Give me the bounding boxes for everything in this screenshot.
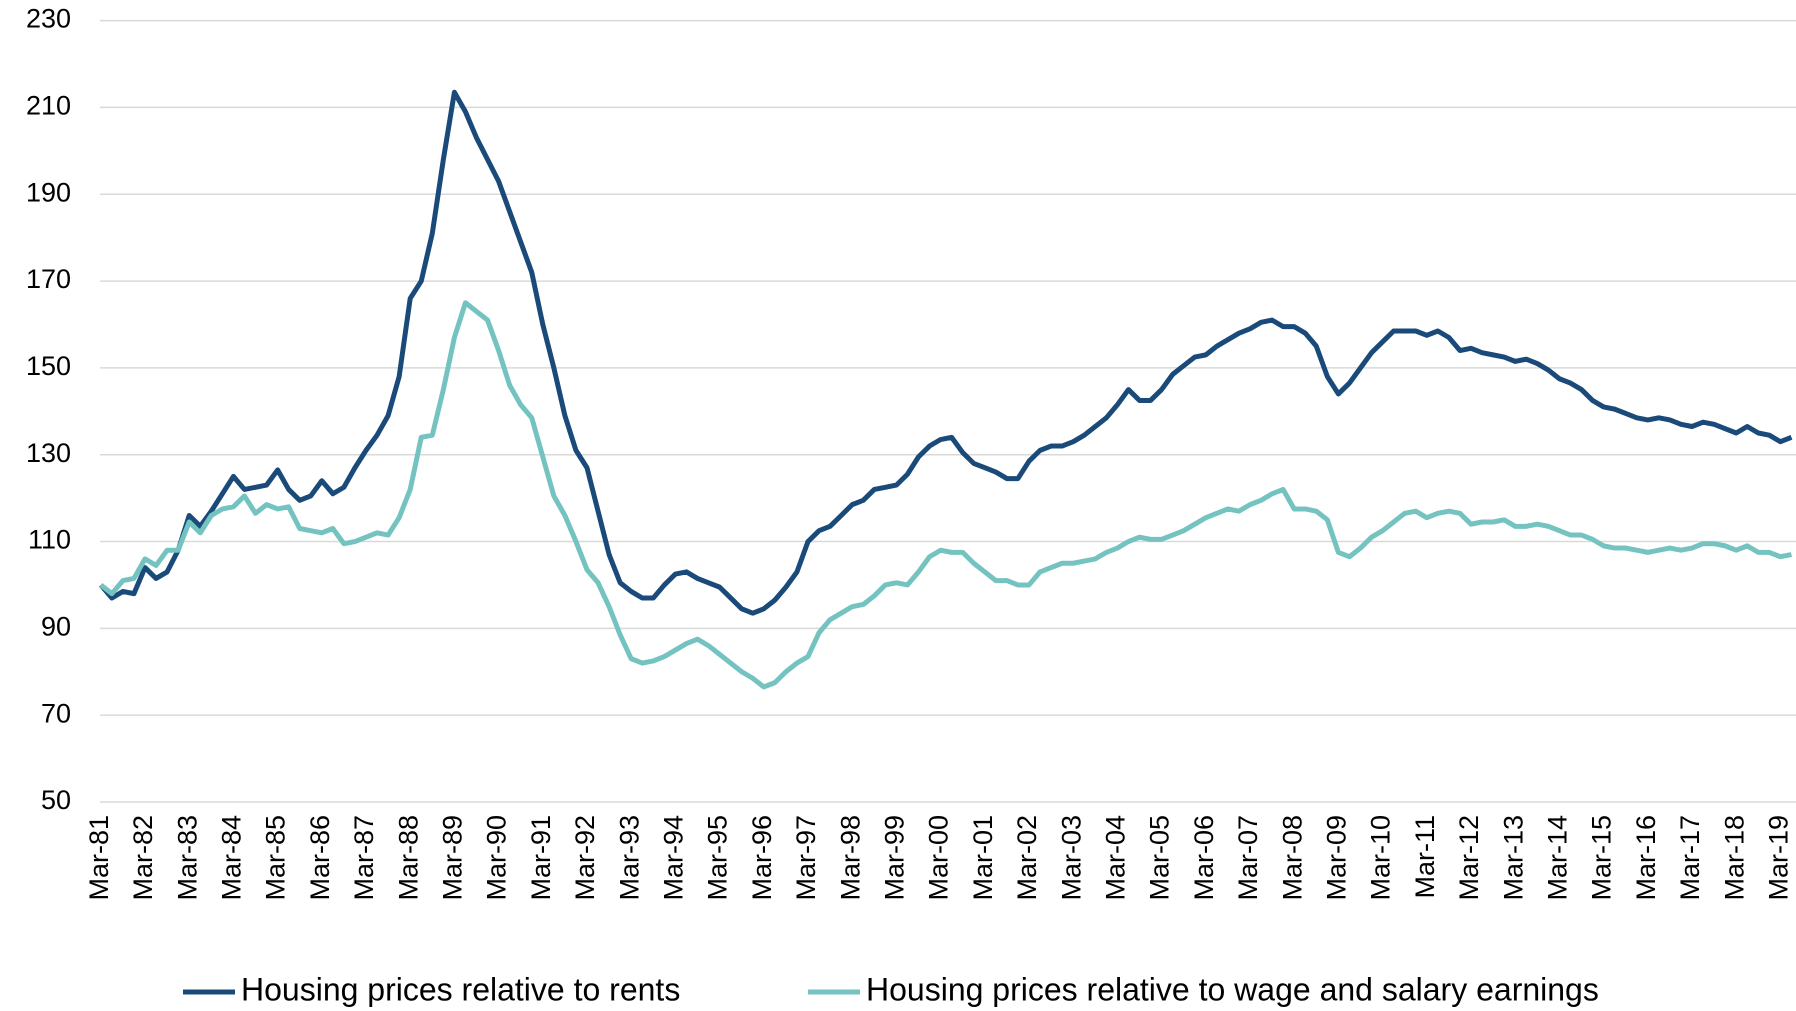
x-tick-label: Mar-00 [924,815,954,901]
x-tick-label: Mar-84 [217,815,247,901]
x-tick-label: Mar-95 [703,815,733,901]
x-tick-label: Mar-94 [659,815,689,901]
x-tick-label: Mar-08 [1277,815,1307,901]
y-tick-label: 90 [41,611,71,641]
x-tick-label: Mar-04 [1101,815,1131,901]
legend: Housing prices relative to rents Housing … [183,971,1599,1007]
x-tick-label: Mar-12 [1454,815,1484,901]
series-line [99,300,1792,690]
x-tick-label: Mar-19 [1764,815,1794,901]
x-tick-label: Mar-89 [438,815,468,901]
x-tick-label: Mar-93 [614,815,644,901]
y-tick-label: 190 [26,177,71,207]
x-tick-label: Mar-96 [747,815,777,901]
y-tick-label: 170 [26,264,71,294]
series-line [98,89,1793,616]
legend-label: Housing prices relative to rents [241,971,680,1007]
y-tick-label: 50 [41,785,71,815]
x-tick-label: Mar-01 [968,815,998,901]
x-tick-label: Mar-85 [261,815,291,901]
x-tick-label: Mar-86 [305,815,335,901]
y-tick-label: 130 [26,438,71,468]
y-tick-label: 150 [26,351,71,381]
x-tick-label: Mar-18 [1719,815,1749,901]
x-tick-label: Mar-91 [526,815,556,901]
x-tick-label: Mar-11 [1410,815,1440,899]
x-tick-label: Mar-14 [1543,815,1573,901]
x-tick-label: Mar-98 [835,815,865,901]
x-tick-label: Mar-17 [1675,815,1705,901]
x-tick-label: Mar-16 [1631,815,1661,901]
x-tick-label: Mar-07 [1233,815,1263,901]
y-tick-label: 70 [41,698,71,728]
x-tick-label: Mar-87 [349,815,379,901]
x-tick-label: Mar-92 [570,815,600,901]
y-tick-label: 110 [28,525,71,555]
x-tick-label: Mar-90 [482,815,512,901]
x-tick-label: Mar-15 [1587,815,1617,901]
y-tick-label: 230 [26,4,71,34]
x-tick-label: Mar-81 [84,815,114,901]
y-tick-label: 210 [26,91,71,121]
x-tick-label: Mar-06 [1189,815,1219,901]
x-tick-label: Mar-13 [1498,815,1528,901]
x-tick-label: Mar-82 [128,815,158,901]
x-tick-label: Mar-88 [393,815,423,901]
x-tick-label: Mar-02 [1012,815,1042,901]
x-tick-label: Mar-09 [1322,815,1352,901]
x-tick-label: Mar-03 [1056,815,1086,901]
x-tick-label: Mar-83 [172,815,202,901]
x-tick-label: Mar-97 [791,815,821,901]
legend-label: Housing prices relative to wage and sala… [866,971,1599,1007]
x-tick-label: Mar-05 [1145,815,1175,901]
x-tick-label: Mar-10 [1366,815,1396,901]
x-tick-label: Mar-99 [880,815,910,901]
